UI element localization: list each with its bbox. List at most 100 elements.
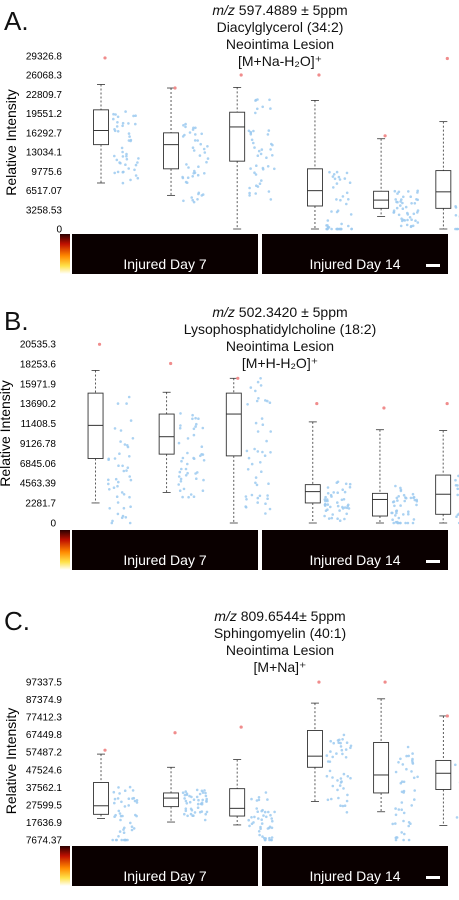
scatter-point (394, 822, 397, 825)
scatter-point (338, 784, 342, 787)
scatter-point (343, 517, 346, 521)
scatter-point (269, 198, 273, 201)
scatter-point (198, 792, 202, 796)
adduct-label: [M+Na-H₂O]⁺ (238, 53, 322, 69)
scatter-point (117, 809, 121, 813)
scatter-point (411, 492, 415, 496)
scatter-point (266, 827, 270, 830)
scatter-point (121, 150, 124, 154)
scatter-point (194, 425, 197, 428)
scatter-point (197, 165, 200, 168)
scatter-point (127, 395, 131, 399)
scatter-point (407, 824, 411, 828)
scatter-point (255, 483, 259, 487)
scatter-point (397, 516, 401, 520)
scatter-point (326, 503, 330, 506)
scatter-point (391, 518, 394, 521)
scatter-point (122, 170, 125, 174)
y-tick-label: 87374.9 (26, 695, 63, 706)
scatter-point (201, 426, 205, 430)
outlier-point (383, 134, 387, 138)
scatter-point (196, 802, 200, 806)
scatter-point (343, 490, 347, 494)
mz-label: m/z (212, 304, 235, 320)
scatter-point (108, 488, 111, 491)
scatter-point (131, 789, 135, 792)
scatter-point (117, 464, 120, 467)
scatter-point (198, 154, 202, 157)
scatter-point (116, 797, 120, 800)
scatter-point (197, 417, 200, 420)
scatter-point (185, 793, 189, 797)
scatter-point (187, 495, 190, 499)
y-tick-label: 37562.1 (26, 783, 63, 794)
ion-image-day7: Injured Day 7 (72, 234, 258, 274)
box (163, 792, 179, 808)
scatter-point (346, 504, 350, 508)
scatter-point (206, 145, 209, 148)
scatter-point (254, 192, 257, 195)
scatter-point (248, 186, 251, 190)
scatter-point (205, 799, 208, 803)
scatter-point (203, 818, 207, 822)
scatter-point (329, 505, 332, 509)
scatter-point (338, 509, 341, 512)
outlier-point (236, 376, 240, 380)
scatter-point (196, 806, 200, 809)
scatter-point (406, 521, 410, 525)
scatter-point (202, 478, 205, 482)
scatter-point (411, 752, 414, 755)
scatter-point (343, 804, 347, 807)
scatter-point (268, 836, 271, 840)
scatter-point (124, 516, 128, 519)
scatter-point (326, 492, 330, 495)
y-tick-label: 67449.8 (26, 730, 63, 741)
scatter-point (341, 804, 345, 808)
scatter-point (117, 480, 120, 484)
scatter-point (336, 779, 339, 782)
y-tick-label: 47524.6 (26, 765, 63, 776)
scatter-point (407, 510, 410, 513)
scatter-point (135, 801, 139, 804)
scatter-point (343, 177, 347, 180)
scatter-point (116, 130, 120, 133)
scatter-point (120, 838, 123, 842)
y-tick-label: 11408.5 (21, 419, 57, 430)
scatter-point (414, 219, 417, 222)
scatter-point (273, 167, 276, 171)
scatter-point (258, 182, 262, 185)
y-tick-label: 27599.5 (26, 800, 63, 811)
scatter-point (178, 426, 182, 430)
y-tick-label: 13034.1 (26, 148, 63, 159)
y-tick-label: 57487.2 (26, 748, 63, 759)
scatter-point (249, 386, 253, 389)
scatter-point (110, 521, 114, 525)
scatter-point (456, 227, 459, 231)
scatter-point (339, 198, 342, 202)
scatter-point (347, 198, 350, 201)
scatter-point (112, 112, 115, 116)
scatter-point (134, 174, 138, 177)
scatter-point (340, 222, 343, 226)
scatter-point (129, 478, 133, 482)
scatter-point (405, 767, 408, 771)
scatter-point (394, 514, 397, 517)
scatter-point (396, 192, 399, 195)
scatter-point (341, 488, 345, 491)
scatter-point (248, 824, 251, 828)
scatter-point (270, 817, 274, 820)
scatter-point (260, 809, 264, 813)
scatter-point (116, 501, 120, 504)
scatter-point (343, 506, 347, 509)
scatter-point (124, 110, 127, 113)
scatter-point (264, 502, 267, 505)
scatter-point (257, 798, 261, 802)
scatter-point (345, 811, 349, 814)
scatter-point (247, 818, 250, 822)
scatter-point (395, 206, 399, 210)
scatter-point (131, 437, 135, 440)
scatter-point (454, 763, 457, 767)
scatter-point (390, 511, 393, 515)
y-tick-label: 2281.7 (25, 499, 56, 510)
scatter-point (254, 164, 258, 167)
